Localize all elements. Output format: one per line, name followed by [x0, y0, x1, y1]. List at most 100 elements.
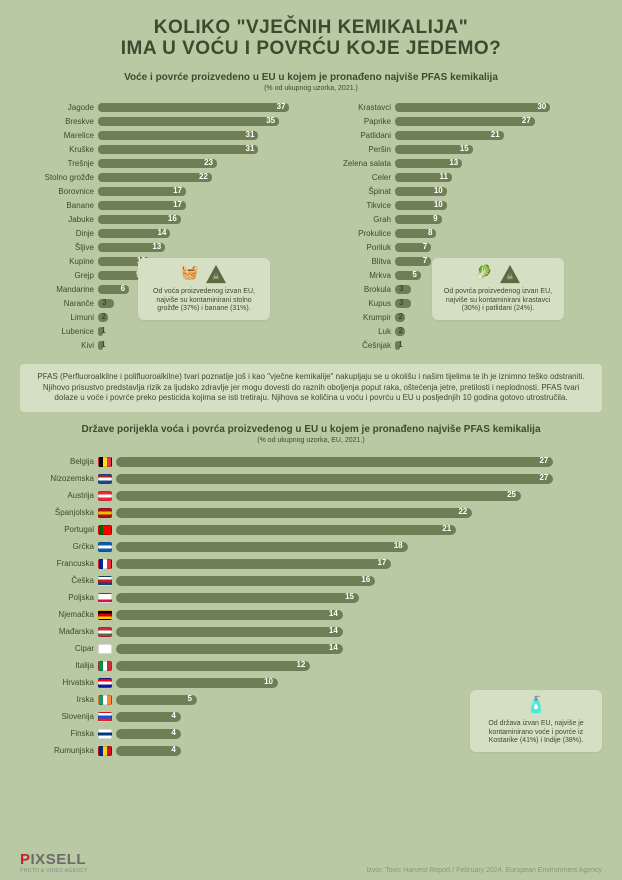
- country-label: Poljska: [20, 593, 98, 602]
- bar-label: Kupus: [317, 299, 395, 308]
- bar-label: Grejp: [20, 271, 98, 280]
- bar-row: Grah9: [317, 214, 602, 226]
- bar-label: Trešnje: [20, 159, 98, 168]
- bar-fill: 5: [395, 271, 421, 280]
- bar-fill: 35: [98, 117, 279, 126]
- bar-track: 17: [116, 559, 602, 569]
- dual-bar-chart: Jagode37Breskve35Marelice31Kruške31Trešn…: [20, 102, 602, 354]
- bar-track: 14: [116, 610, 602, 620]
- bar-fill: 14: [116, 610, 343, 620]
- bar-label: Luk: [317, 327, 395, 336]
- bar-track: 37: [98, 103, 305, 112]
- bar-track: 27: [395, 117, 602, 126]
- bar-label: Marelice: [20, 131, 98, 140]
- bar-value: 4: [171, 711, 175, 720]
- bar-fill: 14: [116, 644, 343, 654]
- bar-row: Luk 2: [317, 326, 602, 338]
- flag-icon: [98, 644, 112, 654]
- bar-row: Marelice31: [20, 130, 305, 142]
- bar-value: 14: [329, 626, 338, 635]
- bar-value: 14: [158, 228, 167, 237]
- bar-row: Peršin 15: [317, 144, 602, 156]
- flag-icon: [98, 627, 112, 637]
- bar-row: Stolno grožđe22: [20, 172, 305, 184]
- bar-fill: 1: [98, 341, 103, 350]
- bar-fill: 25: [116, 491, 521, 501]
- bar-value: 37: [277, 102, 286, 111]
- bar-value: 15: [460, 144, 469, 153]
- country-row: Italija12: [20, 658, 602, 673]
- bar-row: Trešnje 23: [20, 158, 305, 170]
- bar-track: 31: [98, 145, 305, 154]
- bar-value: 21: [442, 524, 451, 533]
- bar-track: 17: [98, 201, 305, 210]
- bar-track: 16: [98, 215, 305, 224]
- bar-fill: 31: [98, 145, 258, 154]
- info-box: PFAS (Perfluoroalkilne i polifluoroalkil…: [20, 364, 602, 412]
- callout-countries: 🧴 Od država izvan EU, najviše je kontami…: [470, 690, 602, 752]
- bar-fill: 21: [395, 131, 504, 140]
- bar-row: Jagode 37: [20, 102, 305, 114]
- bar-track: 21: [395, 131, 602, 140]
- bar-fill: 27: [116, 457, 553, 467]
- country-label: Francuska: [20, 559, 98, 568]
- bar-label: Patlidani: [317, 131, 395, 140]
- bar-label: Blitva: [317, 257, 395, 266]
- bar-fill: 14: [116, 627, 343, 637]
- bar-label: Brokula: [317, 285, 395, 294]
- source-text: Izvor: Toxic Harvest Report / February 2…: [366, 867, 602, 874]
- country-row: Portugal21: [20, 522, 602, 537]
- bar-row: Paprike27: [317, 116, 602, 128]
- bar-value: 13: [152, 242, 161, 251]
- bar-row: Zelena salata13: [317, 158, 602, 170]
- bar-track: 27: [116, 474, 602, 484]
- bar-row: Banane17: [20, 200, 305, 212]
- bar-label: Krumpir: [317, 313, 395, 322]
- bar-label: Naranče: [20, 299, 98, 308]
- flag-icon: [98, 542, 112, 552]
- bar-value: 6: [121, 284, 125, 293]
- bar-value: 27: [522, 116, 531, 125]
- bar-row: Šljive 13: [20, 242, 305, 254]
- page-title: KOLIKO "VJEČNIH KEMIKALIJA" IMA U VOĆU I…: [20, 18, 602, 60]
- bar-fill: 1: [395, 341, 400, 350]
- bar-label: Peršin: [317, 145, 395, 154]
- bar-value: 3: [399, 284, 403, 293]
- bar-value: 10: [434, 200, 443, 209]
- bar-fill: 4: [116, 746, 181, 756]
- bar-row: Breskve35: [20, 116, 305, 128]
- country-row: Hrvatska10: [20, 675, 602, 690]
- bar-value: 15: [345, 592, 354, 601]
- bar-label: Breskve: [20, 117, 98, 126]
- bar-value: 14: [329, 609, 338, 618]
- bar-label: Zelena salata: [317, 159, 395, 168]
- bar-value: 2: [399, 326, 403, 335]
- bar-label: Jagode: [20, 103, 98, 112]
- bar-label: Šljive: [20, 243, 98, 252]
- bar-fill: 22: [98, 173, 212, 182]
- bar-value: 1: [398, 340, 402, 349]
- bar-track: 30: [395, 103, 602, 112]
- flag-icon: [98, 457, 112, 467]
- flag-icon: [98, 729, 112, 739]
- bar-value: 22: [458, 507, 467, 516]
- country-label: Slovenija: [20, 712, 98, 721]
- bar-fill: 5: [116, 695, 197, 705]
- bar-value: 4: [171, 745, 175, 754]
- bar-fill: 21: [116, 525, 456, 535]
- bar-fill: 27: [395, 117, 535, 126]
- bar-value: 30: [537, 102, 546, 111]
- bar-row: Celer11: [317, 172, 602, 184]
- bar-track: 14: [98, 229, 305, 238]
- flag-icon: [98, 508, 112, 518]
- bar-track: 2: [395, 327, 602, 336]
- bar-value: 23: [204, 158, 213, 167]
- bar-value: 21: [491, 130, 500, 139]
- bar-track: 14: [116, 644, 602, 654]
- bar-track: 18: [116, 542, 602, 552]
- bar-fill: 1: [98, 327, 103, 336]
- bar-track: 7: [395, 243, 602, 252]
- bar-track: 13: [395, 159, 602, 168]
- bar-track: 9: [395, 215, 602, 224]
- flag-icon: [98, 661, 112, 671]
